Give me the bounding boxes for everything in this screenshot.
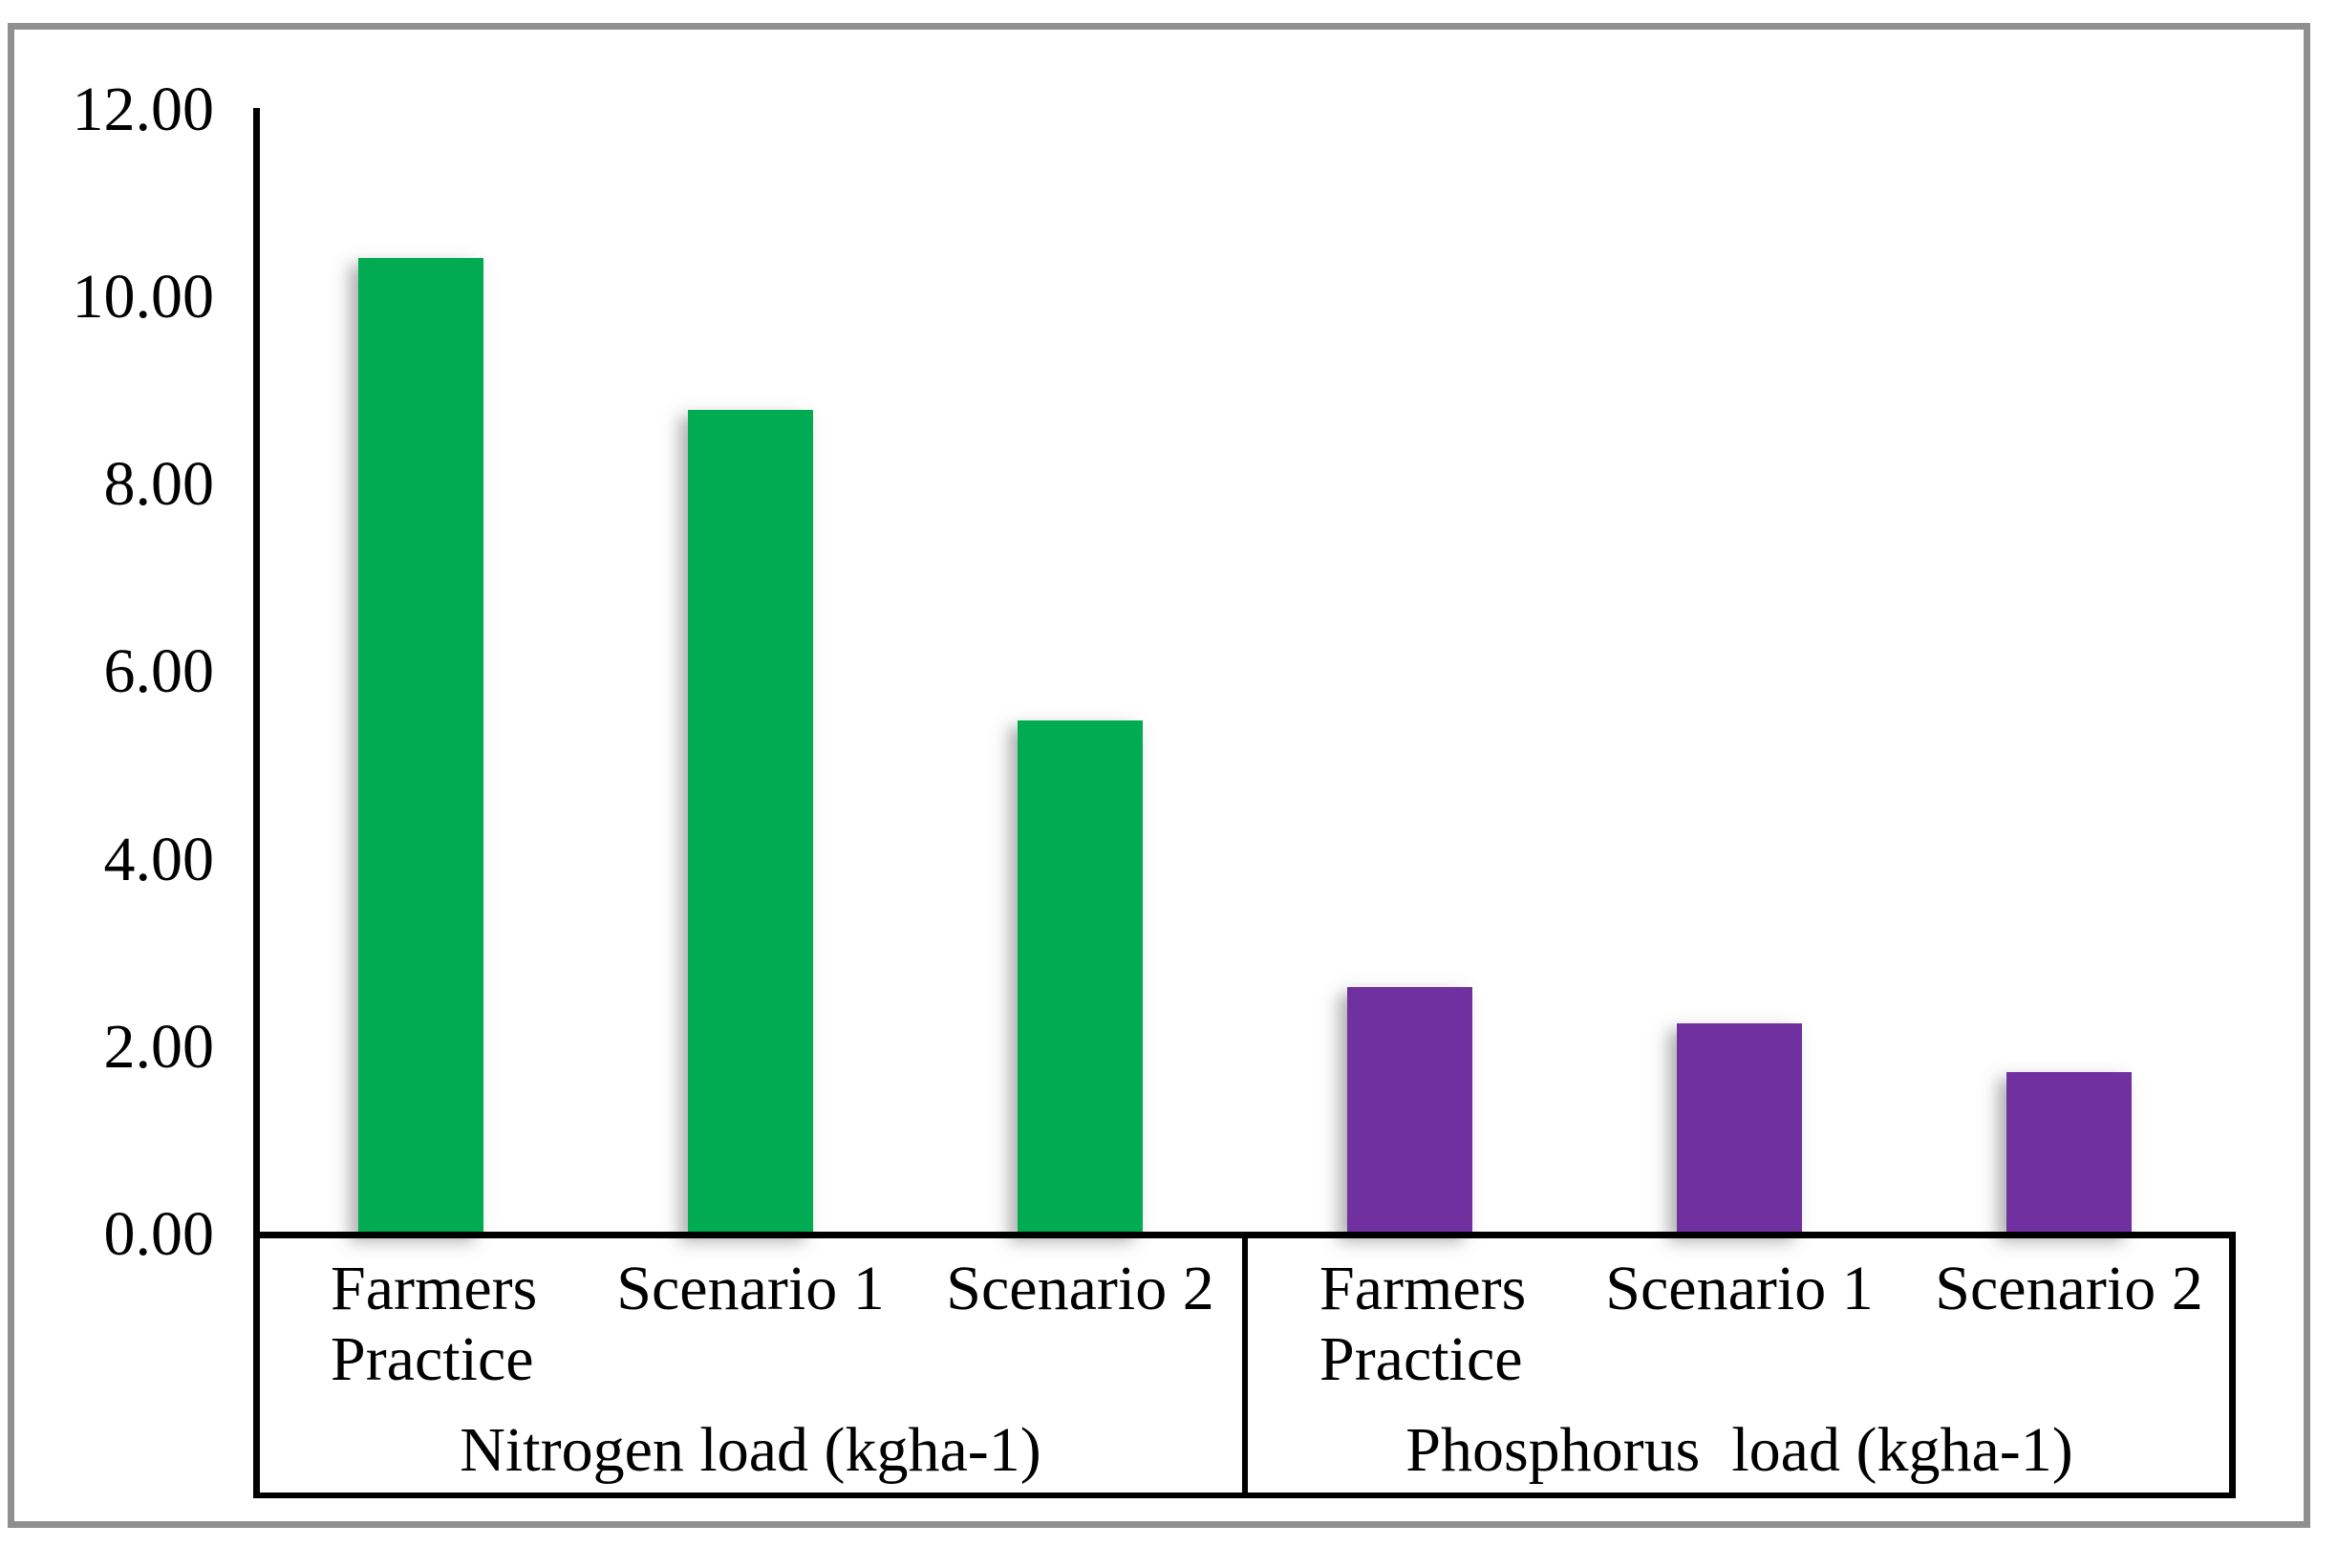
bar-phosphorus-scenario-2 <box>2006 1072 2132 1235</box>
y-tick-label-6: 6.00 <box>103 636 215 706</box>
bar-nitrogen-scenario-1 <box>688 410 813 1235</box>
y-tick-label-4: 4.00 <box>103 825 215 894</box>
bar-nitrogen-farmers-practice <box>358 258 483 1235</box>
group-label-nitrogen: Nitrogen load (kgha-1) <box>460 1415 1041 1485</box>
bar-phosphorus-farmers-practice <box>1347 987 1472 1235</box>
y-tick-label-10: 10.00 <box>72 262 215 332</box>
bar-phosphorus-scenario-1 <box>1677 1023 1802 1235</box>
y-tick-label-8: 8.00 <box>103 449 215 519</box>
y-tick-label-2: 2.00 <box>103 1012 215 1082</box>
y-tick-label-0: 0.00 <box>103 1199 215 1269</box>
group-label-phosphorus: Phosphorus load (kgha-1) <box>1405 1415 2073 1485</box>
y-tick-label-12: 12.00 <box>72 75 215 144</box>
group-divider-line <box>1242 1235 1248 1498</box>
category-label-nitrogen-farmers-practice: Farmers Practice <box>331 1254 538 1394</box>
bar-nitrogen-scenario-2 <box>1018 720 1143 1235</box>
y-axis-line <box>253 108 260 1498</box>
category-label-nitrogen-scenario-1: Scenario 1 <box>616 1254 885 1323</box>
category-label-phosphorus-scenario-2: Scenario 2 <box>1935 1254 2203 1323</box>
label-area-right-line <box>2229 1235 2236 1498</box>
category-label-phosphorus-scenario-1: Scenario 1 <box>1605 1254 1874 1323</box>
category-label-nitrogen-scenario-2: Scenario 2 <box>946 1254 1214 1323</box>
category-label-phosphorus-farmers-practice: Farmers Practice <box>1319 1254 1527 1394</box>
